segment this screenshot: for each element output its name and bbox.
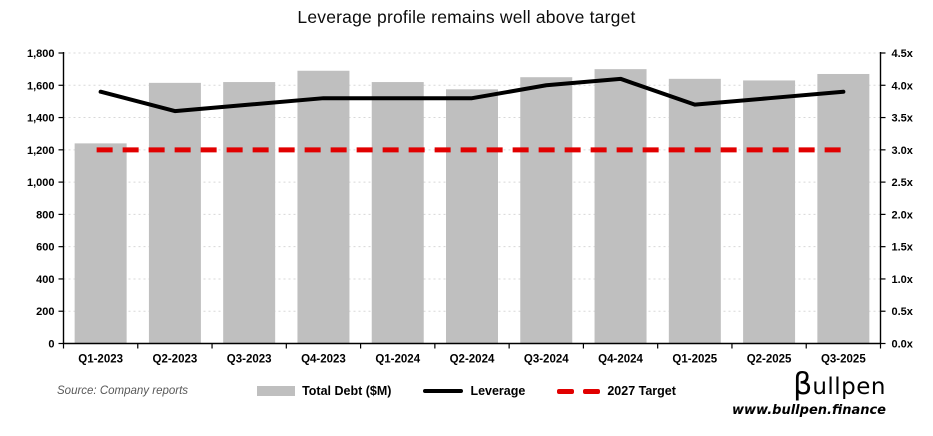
x-axis-label: Q3-2024 — [524, 354, 569, 366]
legend-label-target: 2027 Target — [607, 384, 676, 398]
right-axis-tick-label: 0.0x — [892, 339, 914, 351]
right-axis-tick-label: 2.0x — [892, 209, 914, 221]
legend-label-total-debt: Total Debt ($M) — [302, 384, 392, 398]
x-axis-label: Q1-2025 — [672, 354, 717, 366]
x-axis-label: Q2-2023 — [153, 354, 198, 366]
left-axis-tick-label: 1,800 — [27, 48, 55, 60]
bar-Q2-2025 — [743, 80, 796, 344]
right-axis-tick-label: 1.0x — [892, 274, 914, 286]
legend-item-total-debt: Total Debt ($M) — [257, 384, 391, 398]
right-axis-tick-label: 4.0x — [892, 80, 914, 92]
left-axis-tick-label: 200 — [36, 306, 54, 318]
legend-item-target: 2027 Target — [557, 384, 676, 398]
x-axis-label: Q2-2025 — [747, 354, 792, 366]
chart-title: Leverage profile remains well above targ… — [297, 7, 636, 27]
left-axis-tick-label: 800 — [36, 209, 54, 221]
bar-Q1-2024 — [371, 82, 424, 344]
bar-Q2-2024 — [446, 89, 498, 344]
bar-Q3-2023 — [223, 82, 276, 344]
right-axis-tick-label: 1.5x — [892, 242, 914, 254]
x-axis-label: Q3-2023 — [227, 354, 272, 366]
source-note: Source: Company reports — [57, 385, 189, 397]
legend-item-leverage: Leverage — [423, 384, 525, 398]
legend-bar-swatch-icon — [257, 386, 296, 396]
x-axis-label: Q1-2024 — [375, 354, 420, 366]
x-axis-label: Q2-2024 — [450, 354, 495, 366]
brand-logo: βullpen www.bullpen.finance — [732, 370, 886, 419]
x-axis-label: Q4-2023 — [301, 354, 346, 366]
bar-Q3-2024 — [520, 77, 573, 344]
x-axis-label: Q4-2024 — [598, 354, 643, 366]
bar-Q4-2023 — [297, 70, 350, 344]
x-axis-label: Q3-2025 — [821, 354, 866, 366]
legend-line-swatch-icon — [423, 389, 464, 393]
right-axis-tick-label: 3.0x — [892, 145, 914, 157]
left-axis-tick-label: 1,400 — [27, 113, 55, 125]
logo-text: ullpen — [812, 374, 886, 400]
left-axis-tick-label: 1,600 — [27, 80, 55, 92]
bar-Q4-2024 — [594, 69, 647, 344]
left-axis-tick-label: 1,200 — [27, 145, 55, 157]
right-axis-tick-label: 0.5x — [892, 306, 914, 318]
bar-Q1-2025 — [668, 78, 721, 344]
combo-chart-plot: 0 0.0x 200 0.5x 400 1.0x 600 1.5x 800 2.0x 1,000 2.… — [27, 48, 914, 366]
left-axis-tick-label: 0 — [48, 339, 54, 351]
right-axis-tick-label: 2.5x — [892, 177, 914, 189]
right-axis-tick-label: 4.5x — [892, 48, 914, 60]
bar-Q2-2023 — [148, 82, 201, 344]
left-axis-tick-label: 600 — [36, 242, 54, 254]
brand-url: www.bullpen.finance — [732, 403, 886, 418]
bar-Q1-2023 — [74, 143, 127, 344]
left-axis-tick-label: 400 — [36, 274, 54, 286]
legend: Total Debt ($M) Leverage 2027 Target — [0, 384, 933, 398]
logo-beta-glyph: β — [793, 367, 813, 402]
legend-label-leverage: Leverage — [470, 384, 526, 398]
brand-wordmark: βullpen — [732, 370, 886, 402]
leverage-line — [98, 76, 846, 114]
legend-dash-swatch-icon — [557, 388, 601, 394]
left-axis-tick-label: 1,000 — [27, 177, 55, 189]
bar-Q3-2025 — [817, 73, 870, 344]
x-axis-label: Q1-2023 — [78, 354, 123, 366]
right-axis-tick-label: 3.5x — [892, 113, 914, 125]
